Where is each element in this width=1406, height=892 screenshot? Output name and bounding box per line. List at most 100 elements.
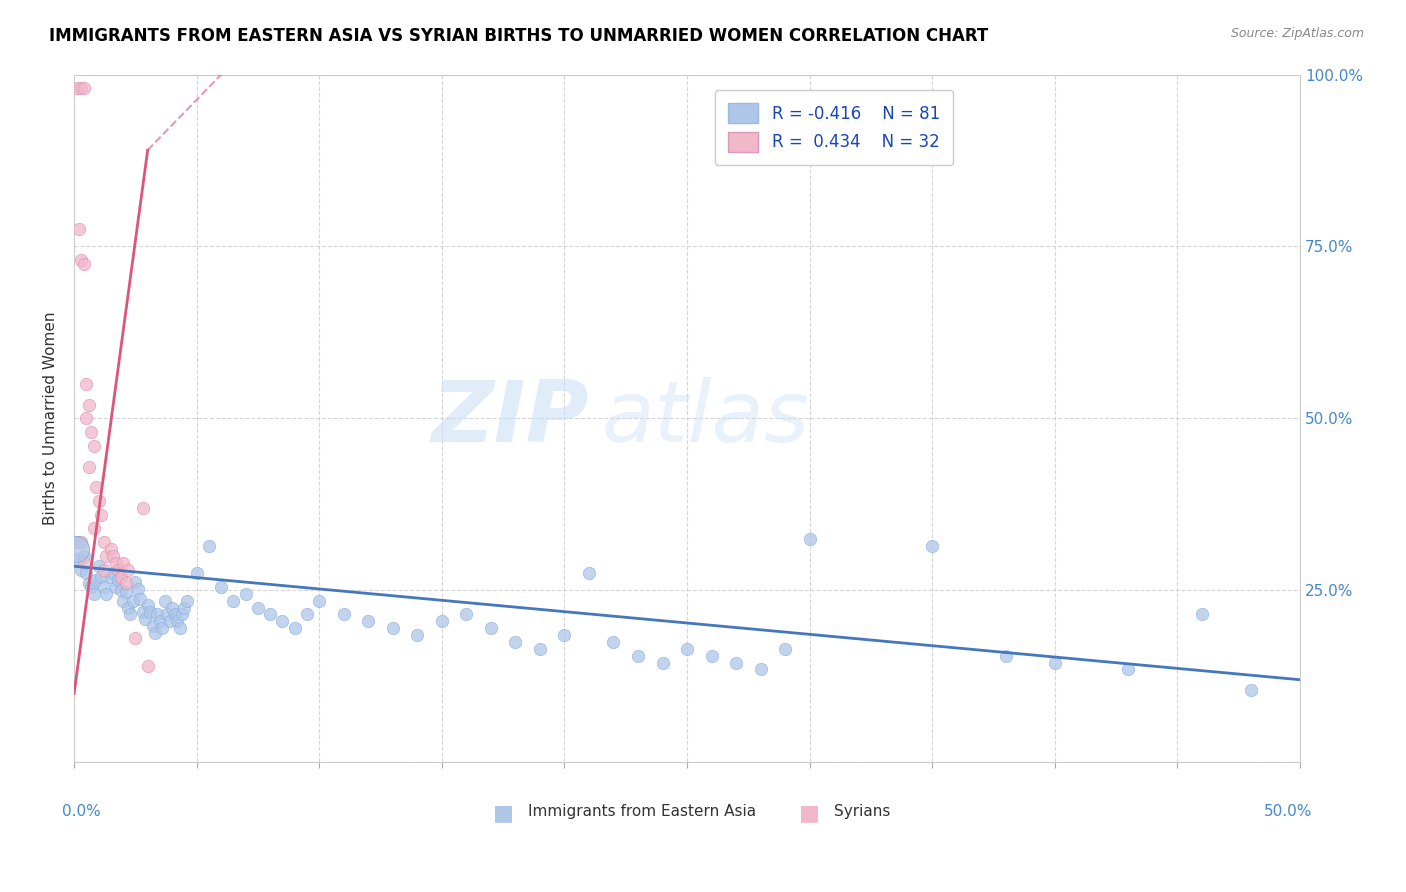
Point: [209, 580, 232, 594]
Point: [159, 615, 181, 629]
Point: [104, 580, 127, 594]
Point: [114, 576, 136, 591]
Point: [333, 607, 356, 622]
Point: [156, 607, 179, 622]
Point: [773, 641, 796, 656]
Point: [357, 615, 380, 629]
Point: [456, 607, 478, 622]
Point: [163, 607, 186, 622]
Point: [136, 599, 159, 613]
Point: [80, 580, 103, 594]
Point: [271, 615, 294, 629]
Point: [129, 591, 152, 606]
Point: [73, 556, 96, 570]
Point: [104, 556, 127, 570]
Point: [602, 635, 624, 649]
Point: [676, 641, 699, 656]
Point: [700, 648, 723, 663]
Point: [93, 580, 115, 594]
Point: [259, 607, 281, 622]
Point: [70, 253, 93, 268]
Point: [284, 621, 307, 635]
Text: ■: ■: [492, 804, 513, 823]
Point: [124, 632, 146, 646]
Point: [75, 377, 97, 392]
Text: atlas: atlas: [602, 377, 810, 460]
Point: [132, 605, 155, 619]
Point: [749, 662, 772, 676]
Text: ZIP: ZIP: [432, 377, 589, 460]
Point: [553, 628, 575, 642]
Point: [84, 573, 107, 587]
Point: [142, 619, 165, 633]
Point: [479, 621, 502, 635]
Point: [73, 257, 96, 271]
Point: [107, 573, 129, 587]
Y-axis label: Births to Unmarried Women: Births to Unmarried Women: [44, 311, 58, 525]
Text: Immigrants from Eastern Asia: Immigrants from Eastern Asia: [527, 804, 756, 819]
Point: [430, 615, 453, 629]
Point: [103, 549, 125, 563]
Point: [117, 600, 139, 615]
Point: [295, 607, 318, 622]
Point: [67, 222, 90, 236]
Text: 0.0%: 0.0%: [62, 804, 101, 819]
Point: [136, 659, 159, 673]
Point: [114, 584, 136, 599]
Point: [381, 621, 404, 635]
Legend: R = -0.416    N = 81, R =  0.434    N = 32: R = -0.416 N = 81, R = 0.434 N = 32: [716, 90, 953, 165]
Point: [143, 626, 166, 640]
Point: [124, 575, 146, 590]
Text: IMMIGRANTS FROM EASTERN ASIA VS SYRIAN BIRTHS TO UNMARRIED WOMEN CORRELATION CHA: IMMIGRANTS FROM EASTERN ASIA VS SYRIAN B…: [49, 27, 988, 45]
Point: [94, 587, 117, 601]
Point: [73, 549, 96, 563]
Point: [134, 612, 156, 626]
Point: [166, 615, 188, 629]
Point: [112, 593, 135, 607]
Point: [627, 648, 650, 663]
Point: [1191, 607, 1213, 622]
Point: [83, 521, 105, 535]
Point: [994, 648, 1017, 663]
Point: [77, 576, 100, 591]
Point: [83, 439, 105, 453]
Point: [87, 494, 110, 508]
Text: Source: ZipAtlas.com: Source: ZipAtlas.com: [1230, 27, 1364, 40]
Point: [117, 563, 139, 577]
Point: [132, 500, 155, 515]
Point: [235, 587, 257, 601]
Point: [198, 539, 221, 553]
Point: [170, 607, 193, 622]
Point: [90, 569, 112, 583]
Point: [921, 539, 943, 553]
Point: [578, 566, 600, 581]
Point: [153, 593, 176, 607]
Point: [84, 480, 107, 494]
Point: [100, 542, 122, 557]
Point: [222, 593, 245, 607]
Point: [110, 569, 132, 583]
Text: Syrians: Syrians: [834, 804, 890, 819]
Point: [725, 656, 748, 670]
Point: [505, 635, 527, 649]
Point: [120, 607, 142, 622]
Point: [77, 459, 100, 474]
Text: ■: ■: [799, 804, 820, 823]
Point: [176, 593, 198, 607]
Point: [110, 583, 132, 598]
Point: [83, 587, 105, 601]
Point: [70, 535, 93, 549]
Point: [80, 425, 103, 439]
Point: [127, 582, 149, 596]
Point: [246, 600, 269, 615]
Point: [103, 566, 125, 581]
Point: [529, 641, 551, 656]
Point: [651, 656, 673, 670]
Point: [93, 563, 115, 577]
Point: [107, 563, 129, 577]
Point: [87, 559, 110, 574]
Point: [1240, 683, 1263, 698]
Point: [1043, 656, 1066, 670]
Point: [139, 605, 162, 619]
Point: [112, 556, 135, 570]
